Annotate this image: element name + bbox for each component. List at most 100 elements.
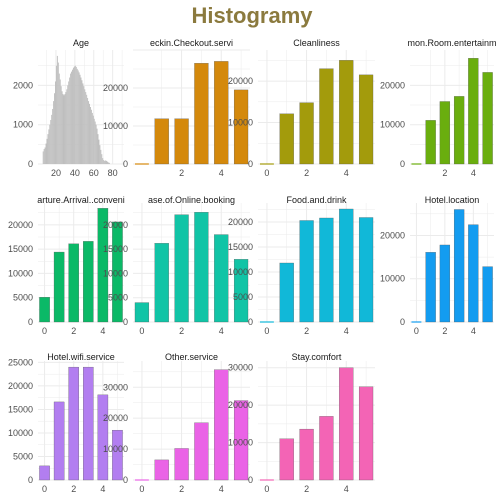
bar-2 — [299, 220, 314, 323]
hist-bin — [75, 66, 77, 164]
bar-5 — [482, 266, 493, 323]
bar-1 — [154, 243, 169, 323]
bar-4 — [97, 394, 109, 481]
hist-bin — [93, 118, 95, 164]
hist-bin — [55, 65, 57, 164]
x-tick-label: 0 — [42, 326, 47, 336]
hist-bin — [42, 151, 44, 164]
hist-bin — [83, 86, 85, 164]
hist-bin — [70, 73, 72, 164]
y-tick-label: 0 — [400, 317, 405, 327]
y-tick-label: 0 — [248, 159, 253, 169]
x-tick-label: 0 — [414, 326, 419, 336]
bar-1 — [53, 401, 65, 481]
panel-3: Cleanliness 0 2 4 0 10000 20000 — [228, 38, 375, 178]
bar-1 — [279, 262, 294, 323]
hist-bin — [81, 80, 83, 164]
bar-1 — [279, 113, 294, 165]
x-tick-label: 0 — [264, 326, 269, 336]
bar-0 — [39, 465, 50, 481]
hist-bin — [57, 62, 59, 164]
x-tick-label: 0 — [139, 326, 144, 336]
x-tick-label: 60 — [89, 168, 99, 178]
y-tick-label: 15000 — [103, 244, 128, 254]
hist-bin — [107, 162, 109, 164]
bar-1 — [425, 252, 436, 323]
y-tick-label: 30000 — [103, 382, 128, 392]
bar-2 — [299, 428, 314, 481]
hist-bin — [99, 145, 101, 164]
hist-bin — [69, 77, 71, 164]
x-tick-label: 0 — [139, 484, 144, 494]
y-tick-label: 5000 — [13, 293, 33, 303]
y-tick-label: 10000 — [380, 274, 405, 284]
hist-bin — [102, 158, 104, 164]
bar-5 — [233, 400, 249, 481]
hist-bin — [58, 73, 60, 164]
bar-1 — [425, 120, 436, 165]
hist-bin — [51, 114, 53, 164]
x-tick-label: 2 — [179, 484, 184, 494]
panel-title: Age — [73, 38, 89, 48]
x-tick-label: 2 — [71, 484, 76, 494]
hist-bin — [66, 89, 68, 164]
hist-bin — [61, 91, 63, 164]
y-tick-label: 0 — [123, 159, 128, 169]
bar-4 — [339, 367, 354, 481]
hist-bin — [86, 94, 88, 164]
x-tick-label: 80 — [108, 168, 118, 178]
hist-bin — [79, 74, 81, 164]
y-tick-label: 20000 — [228, 76, 253, 86]
hist-bin — [52, 108, 54, 164]
hist-bin — [95, 124, 97, 164]
bar-4 — [214, 234, 229, 323]
bar-4 — [468, 224, 479, 323]
hist-bin — [54, 93, 56, 164]
x-tick-label: 4 — [219, 326, 224, 336]
panel-title: mon.Room.entertainm — [407, 38, 496, 48]
y-tick-label: 20000 — [228, 217, 253, 227]
bar-5 — [358, 74, 374, 165]
panel-title: Hotel.location — [425, 195, 480, 205]
y-tick-label: 15000 — [228, 242, 253, 252]
hist-bin — [68, 81, 70, 164]
bar-2 — [174, 448, 189, 481]
bar-4 — [214, 61, 229, 165]
y-tick-label: 0 — [123, 475, 128, 485]
hist-bin — [106, 161, 108, 164]
hist-bin — [90, 109, 92, 164]
hist-bin — [45, 143, 47, 164]
panel-1: Age 20 40 60 80 0 1000 2000 — [13, 38, 124, 178]
x-tick-label: 2 — [442, 326, 447, 336]
panel-6: ase.of.Online.booking 0 2 4 0 5000 10000 15000 2… — [103, 195, 250, 336]
hist-bin — [44, 147, 46, 164]
panel-11: Stay.comfort 0 2 4 0 10000 20000 30000 — [228, 352, 375, 494]
bar-0 — [39, 297, 50, 323]
hist-bin — [106, 160, 107, 164]
x-tick-label: 2 — [179, 168, 184, 178]
bar-2 — [174, 118, 189, 165]
y-tick-label: 10000 — [228, 438, 253, 448]
y-tick-label: 30000 — [228, 363, 253, 373]
hist-bin — [63, 95, 65, 164]
y-tick-label: 10000 — [103, 121, 128, 131]
bar-0 — [134, 302, 150, 323]
bar-3 — [83, 241, 94, 323]
panel-title: Other.service — [165, 352, 218, 362]
x-tick-label: 4 — [219, 484, 224, 494]
hist-bin — [53, 101, 55, 164]
bar-5 — [358, 386, 374, 481]
hist-bin — [85, 92, 87, 164]
y-tick-label: 2000 — [13, 80, 33, 90]
panel-7: Food.and.drink 0 2 4 0 5000 10000 15000 20000 — [228, 195, 375, 336]
y-tick-label: 0 — [248, 317, 253, 327]
hist-bin — [92, 115, 94, 164]
y-tick-label: 20000 — [103, 83, 128, 93]
hist-bin — [76, 68, 78, 164]
bar-4 — [97, 208, 109, 323]
panel-5: arture.Arrival..conveni 0 2 4 0 5000 10000 1500… — [8, 195, 125, 336]
x-tick-label: 4 — [471, 168, 476, 178]
bar-3 — [319, 217, 334, 323]
x-tick-label: 4 — [100, 326, 105, 336]
x-tick-label: 0 — [42, 484, 47, 494]
